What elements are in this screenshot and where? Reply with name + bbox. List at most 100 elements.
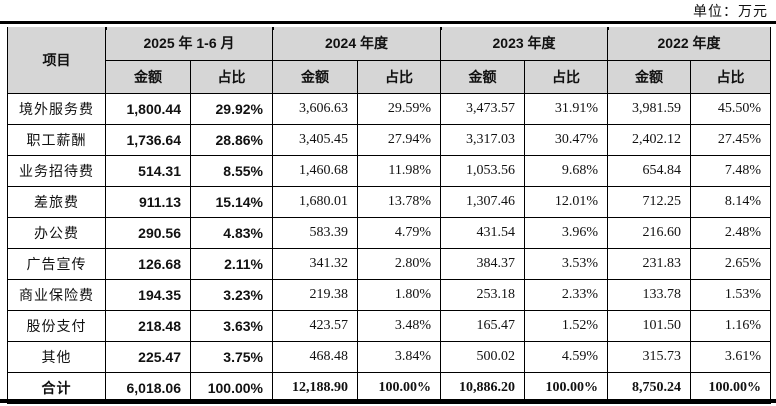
cell-ratio-2024: 13.78% [356, 185, 442, 218]
cell-amount-2024: 583.39 [272, 216, 358, 249]
table-row: 商业保险费 194.35 3.23% 219.38 1.80% 253.18 2… [7, 278, 772, 311]
table-row: 其他 225.47 3.75% 468.48 3.84% 500.02 4.59… [7, 340, 772, 373]
cell-ratio-2025: 28.86% [190, 123, 273, 156]
row-label: 广告宣传 [7, 247, 106, 280]
row-label: 其他 [7, 340, 106, 373]
subheader-ratio-2022: 占比 [690, 60, 772, 94]
cell-ratio-2023: 3.96% [524, 216, 609, 249]
header-row-periods: 项目 2025 年 1-6 月 2024 年度 2023 年度 2022 年度 [7, 27, 772, 94]
cell-ratio-2024: 2.80% [356, 247, 442, 280]
cell-ratio-2025: 29.92% [190, 92, 273, 125]
total-ratio-2023: 100.00% [524, 371, 609, 404]
subheader-ratio-2023: 占比 [524, 60, 609, 94]
subheader-amount-2022: 金额 [607, 60, 692, 94]
cell-ratio-2023: 4.59% [524, 340, 609, 373]
header-row-subcolumns: 金额 占比 金额 占比 金额 占比 金额 占比 [8, 60, 772, 94]
table-row: 职工薪酬 1,736.64 28.86% 3,405.45 27.94% 3,3… [7, 123, 772, 156]
table-row: 业务招待费 514.31 8.55% 1,460.68 11.98% 1,053… [7, 154, 772, 187]
cell-amount-2023: 253.18 [440, 278, 526, 311]
cell-amount-2023: 431.54 [440, 216, 526, 249]
table-row: 股份支付 218.48 3.63% 423.57 3.48% 165.47 1.… [7, 309, 772, 342]
total-row: 合计 6,018.06 100.00% 12,188.90 100.00% 10… [7, 371, 772, 404]
table-row: 差旅费 911.13 15.14% 1,680.01 13.78% 1,307.… [7, 185, 772, 218]
subheader-ratio-2024: 占比 [356, 60, 442, 94]
cell-amount-2022: 101.50 [607, 309, 692, 342]
total-ratio-2022: 100.00% [690, 371, 772, 404]
cell-ratio-2023: 2.33% [524, 278, 609, 311]
cell-amount-2025: 218.48 [105, 309, 191, 342]
cell-amount-2023: 3,473.57 [440, 92, 526, 125]
subheader-ratio-2025: 占比 [190, 60, 273, 94]
row-label: 境外服务费 [7, 92, 106, 125]
cell-ratio-2022: 1.16% [690, 309, 772, 342]
cell-amount-2024: 3,405.45 [272, 123, 358, 156]
cell-amount-2023: 384.37 [440, 247, 526, 280]
cell-ratio-2023: 9.68% [524, 154, 609, 187]
expense-table: 项目 2025 年 1-6 月 2024 年度 2023 年度 2022 年度 … [7, 27, 772, 404]
cell-amount-2024: 3,606.63 [272, 92, 358, 125]
column-group-2025: 2025 年 1-6 月 [105, 27, 273, 61]
cell-ratio-2022: 8.14% [690, 185, 772, 218]
subheader-amount-2023: 金额 [440, 60, 526, 94]
total-label: 合计 [7, 371, 106, 404]
cell-amount-2023: 500.02 [440, 340, 526, 373]
cell-amount-2022: 133.78 [607, 278, 692, 311]
cell-amount-2022: 2,402.12 [607, 123, 692, 156]
subheader-amount-2025: 金额 [105, 60, 191, 94]
cell-ratio-2022: 7.48% [690, 154, 772, 187]
unit-label: 单位：万元 [693, 3, 768, 19]
cell-ratio-2023: 31.91% [524, 92, 609, 125]
cell-amount-2023: 1,053.56 [440, 154, 526, 187]
table-row: 境外服务费 1,800.44 29.92% 3,606.63 29.59% 3,… [7, 92, 772, 125]
cell-ratio-2024: 3.48% [356, 309, 442, 342]
cell-ratio-2022: 3.61% [690, 340, 772, 373]
cell-ratio-2025: 3.75% [190, 340, 273, 373]
cell-amount-2022: 315.73 [607, 340, 692, 373]
cell-amount-2022: 231.83 [607, 247, 692, 280]
cell-ratio-2023: 12.01% [524, 185, 609, 218]
cell-amount-2024: 423.57 [272, 309, 358, 342]
cell-ratio-2022: 45.50% [690, 92, 772, 125]
cell-amount-2025: 1,800.44 [105, 92, 191, 125]
row-label: 业务招待费 [7, 154, 106, 187]
cell-ratio-2025: 3.23% [190, 278, 273, 311]
column-header-item: 项目 [7, 27, 106, 94]
cell-ratio-2025: 3.63% [190, 309, 273, 342]
cell-ratio-2025: 4.83% [190, 216, 273, 249]
cell-ratio-2025: 2.11% [190, 247, 273, 280]
table-bottom-rule [0, 399, 776, 403]
cell-ratio-2022: 2.48% [690, 216, 772, 249]
cell-amount-2025: 225.47 [105, 340, 191, 373]
table-row: 广告宣传 126.68 2.11% 341.32 2.80% 384.37 3.… [7, 247, 772, 280]
total-amount-2024: 12,188.90 [272, 371, 358, 404]
cell-amount-2024: 1,460.68 [272, 154, 358, 187]
column-group-2024: 2024 年度 [271, 27, 442, 61]
cell-amount-2025: 1,736.64 [105, 123, 191, 156]
cell-ratio-2025: 8.55% [190, 154, 273, 187]
cell-amount-2024: 468.48 [272, 340, 358, 373]
cell-ratio-2022: 27.45% [690, 123, 772, 156]
cell-ratio-2025: 15.14% [190, 185, 273, 218]
table-top-rule [0, 21, 776, 24]
row-label: 股份支付 [7, 309, 106, 342]
total-amount-2025: 6,018.06 [105, 371, 191, 404]
row-label: 职工薪酬 [7, 123, 106, 156]
cell-amount-2024: 219.38 [272, 278, 358, 311]
cell-amount-2025: 514.31 [105, 154, 191, 187]
cell-amount-2025: 126.68 [105, 247, 191, 280]
subheader-amount-2024: 金额 [272, 60, 358, 94]
column-group-2023: 2023 年度 [440, 27, 609, 61]
row-label: 办公费 [7, 216, 106, 249]
cell-amount-2022: 654.84 [607, 154, 692, 187]
cell-amount-2022: 216.60 [607, 216, 692, 249]
cell-amount-2024: 1,680.01 [272, 185, 358, 218]
total-ratio-2024: 100.00% [356, 371, 442, 404]
cell-amount-2023: 1,307.46 [440, 185, 526, 218]
cell-ratio-2024: 27.94% [356, 123, 442, 156]
cell-amount-2024: 341.32 [272, 247, 358, 280]
cell-amount-2022: 712.25 [607, 185, 692, 218]
cell-ratio-2023: 30.47% [524, 123, 609, 156]
cell-amount-2022: 3,981.59 [607, 92, 692, 125]
cell-ratio-2024: 1.80% [356, 278, 442, 311]
